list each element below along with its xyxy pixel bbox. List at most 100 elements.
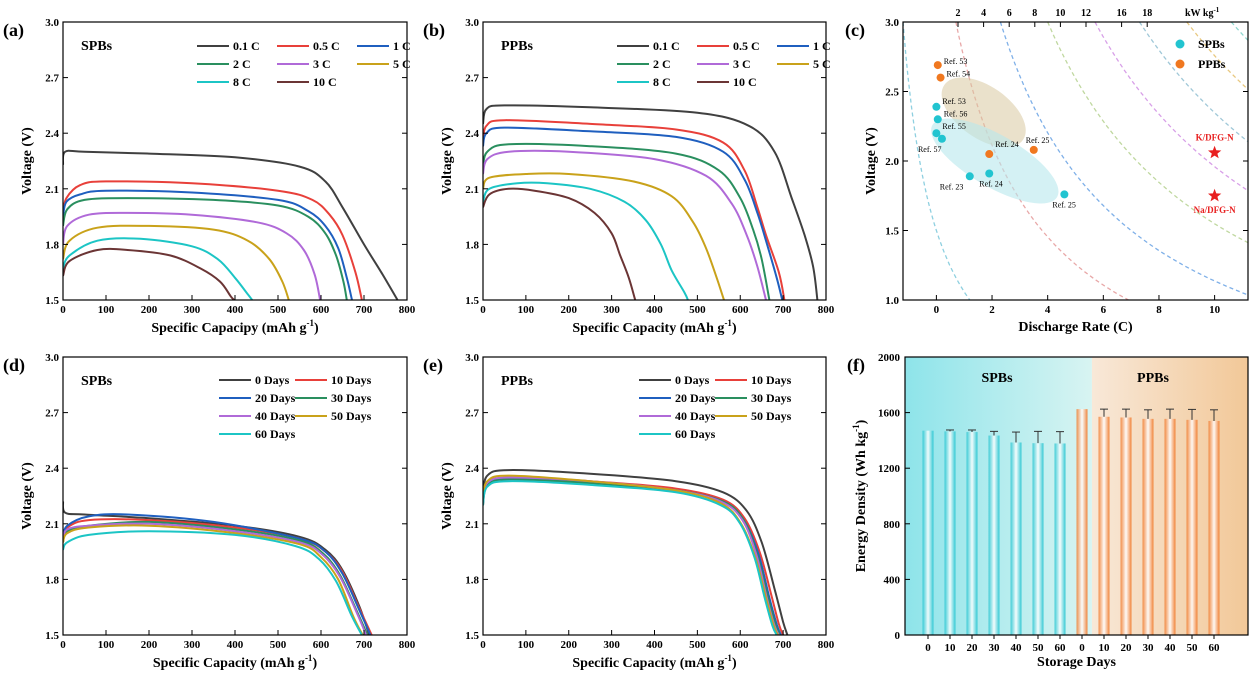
series-line xyxy=(483,476,780,635)
legend-label: 3 C xyxy=(313,57,331,71)
plot-area xyxy=(483,104,819,300)
y-tick-label: 2.4 xyxy=(45,463,59,475)
legend-label: 30 Days xyxy=(751,391,792,405)
y-tick-label: 1.8 xyxy=(465,239,479,251)
top-tick-label: 16 xyxy=(1117,8,1127,19)
bar xyxy=(1142,418,1154,635)
panel-f: 0 10 20 30 40 50 60 SPBs 0 10 20 30 40 50 60 PPBs 0 400 80… xyxy=(847,352,1249,670)
x-tick-label: 0 xyxy=(934,304,940,316)
x-tick-label: 200 xyxy=(141,304,158,316)
point-label: Ref. 53 xyxy=(942,97,966,106)
x-tick-label: 600 xyxy=(732,639,749,651)
y-tick-label: 2.7 xyxy=(465,73,479,85)
x-tick-label: 60 xyxy=(1055,642,1067,654)
x-tick-label: 800 xyxy=(399,639,416,651)
series-line xyxy=(63,224,290,300)
spbs-point xyxy=(932,102,941,111)
series-line xyxy=(63,197,348,300)
bar xyxy=(1032,443,1044,635)
iso-power-curve xyxy=(1230,22,1248,42)
y-tick-label: 0 xyxy=(895,630,901,642)
top-tick-label: 4 xyxy=(981,8,986,19)
y-tick-label: 1.8 xyxy=(45,574,59,586)
y-tick-label: 2.7 xyxy=(465,408,479,420)
point-label: Ref. 25 xyxy=(1026,136,1050,145)
y-axis-label: Voltage (V) xyxy=(20,462,35,530)
panel-title: PPBs xyxy=(501,374,533,389)
x-axis-label: Discharge Rate (C) xyxy=(1018,320,1133,335)
y-tick-label: 2.1 xyxy=(465,519,479,531)
series-line xyxy=(483,104,819,300)
series-line xyxy=(483,172,725,300)
legend-label: 0.1 C xyxy=(233,39,260,53)
x-tick-label: 60 xyxy=(1209,642,1221,654)
series-line xyxy=(63,149,399,300)
y-tick-label: 1.5 xyxy=(465,630,479,642)
x-tick-label: 800 xyxy=(818,304,835,316)
point-label: Ref. 55 xyxy=(942,122,966,131)
x-tick-label: 8 xyxy=(1156,304,1162,316)
panel-title: PPBs xyxy=(501,39,533,54)
legend-label: 1 C xyxy=(813,39,831,53)
x-tick-label: 200 xyxy=(561,639,578,651)
x-axis-label: Storage Days xyxy=(1037,655,1116,670)
legend-label: 2 C xyxy=(653,57,671,71)
legend-marker xyxy=(1175,39,1185,49)
y-tick-label: 800 xyxy=(884,519,901,531)
panel-label: (e) xyxy=(423,355,443,376)
panel-label: (b) xyxy=(423,20,445,41)
x-tick-label: 400 xyxy=(227,639,244,651)
x-tick-label: 500 xyxy=(689,639,706,651)
spbs-point xyxy=(933,115,942,124)
series-line xyxy=(63,237,253,300)
y-axis-label: Energy Density (Wh kg-1) xyxy=(851,419,869,572)
y-tick-label: 2.0 xyxy=(885,156,899,168)
y-tick-label: 2.4 xyxy=(465,128,479,140)
iso-power-curve xyxy=(1138,22,1248,143)
series-line xyxy=(63,518,373,635)
x-tick-label: 100 xyxy=(518,639,535,651)
y-tick-label: 3.0 xyxy=(465,352,479,364)
series-line xyxy=(483,478,782,635)
x-tick-label: 300 xyxy=(184,639,201,651)
legend-label: 10 Days xyxy=(751,373,792,387)
series-line xyxy=(483,149,767,300)
top-tick-label: 8 xyxy=(1032,8,1037,19)
y-tick-label: 2.1 xyxy=(45,519,59,531)
point-label: Ref. 57 xyxy=(918,145,942,154)
spbs-point xyxy=(932,129,941,138)
legend-label: 60 Days xyxy=(675,427,716,441)
x-tick-label: 300 xyxy=(603,639,620,651)
bar xyxy=(1076,409,1088,635)
x-axis-label: Specific Capacity (mAh g-1) xyxy=(572,318,737,336)
x-tick-label: 30 xyxy=(989,642,1001,654)
ppbs-point xyxy=(985,150,994,159)
star-marker xyxy=(1208,188,1222,202)
spbs-point xyxy=(937,134,946,143)
y-tick-label: 400 xyxy=(884,574,901,586)
x-tick-label: 40 xyxy=(1165,642,1177,654)
series-line xyxy=(63,522,368,635)
legend-label: 30 Days xyxy=(331,391,372,405)
panel-title: SPBs xyxy=(81,374,113,389)
spbs-region xyxy=(931,118,1059,204)
x-tick-label: 700 xyxy=(356,639,373,651)
y-tick-label: 3.0 xyxy=(885,17,899,29)
x-tick-label: 600 xyxy=(732,304,749,316)
y-axis-label: Voltage (V) xyxy=(20,127,35,195)
x-tick-label: 10 xyxy=(1209,304,1221,316)
x-tick-label: 6 xyxy=(1101,304,1107,316)
x-tick-label: 600 xyxy=(313,304,330,316)
legend-label: 0.5 C xyxy=(733,39,760,53)
group-label: PPBs xyxy=(1137,371,1169,386)
legend-label: 5 C xyxy=(813,57,831,71)
star-label: K/DFG-N xyxy=(1196,133,1234,143)
y-axis-label: Voltage (V) xyxy=(440,127,455,195)
iso-power-curve xyxy=(1094,22,1248,192)
x-tick-label: 10 xyxy=(1099,642,1111,654)
panel-d: 1.5 1.8 2.1 2.4 2.7 3.0 0 100 200 300 400 500 600 700… xyxy=(3,352,416,671)
y-tick-label: 2000 xyxy=(878,352,901,364)
x-tick-label: 400 xyxy=(227,304,244,316)
x-tick-label: 4 xyxy=(1045,304,1051,316)
